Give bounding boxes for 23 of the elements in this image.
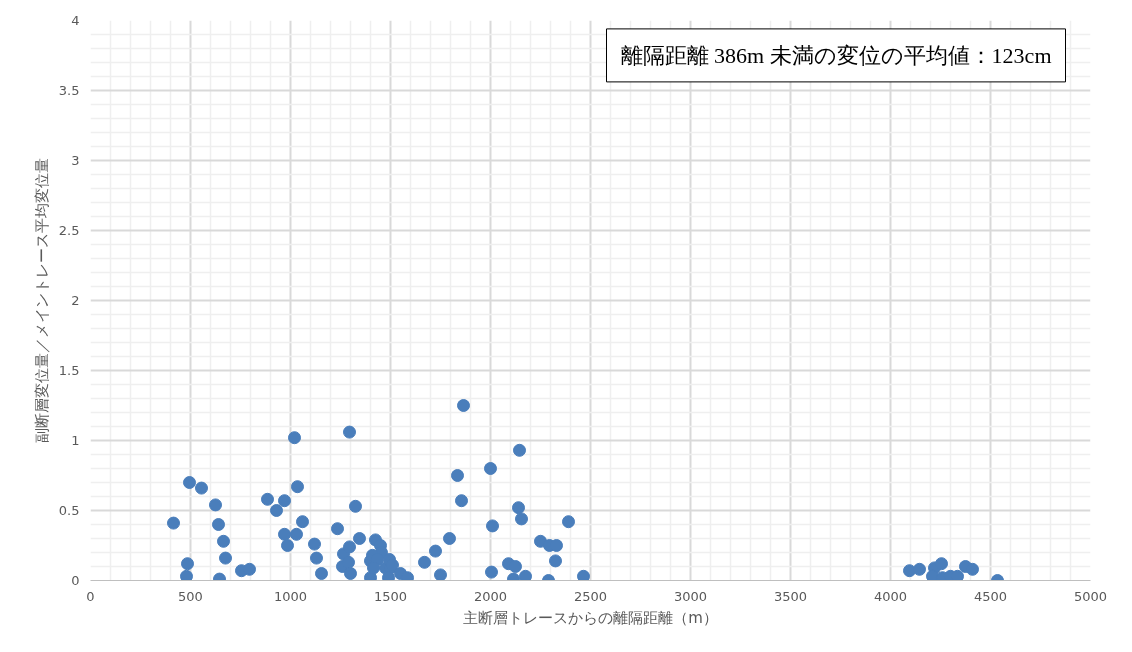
y-axis-title: 副断層変位量／メイントレース平均変位量 bbox=[32, 158, 51, 443]
x-tick-label: 5000 bbox=[1073, 588, 1108, 604]
y-tick-label: 2.5 bbox=[58, 223, 80, 238]
annotation: 離隔距離 386m 未満の変位の平均値：123cm bbox=[620, 42, 1052, 68]
y-tick-label: 2 bbox=[71, 293, 80, 308]
x-tick-label: 4500 bbox=[973, 588, 1008, 604]
y-tick-label: 0.5 bbox=[58, 503, 80, 518]
x-tick-label: 500 bbox=[178, 588, 203, 604]
y-tick-label: 0 bbox=[71, 573, 80, 588]
x-tick-label: 2500 bbox=[573, 588, 608, 604]
y-tick-label: 3 bbox=[71, 153, 80, 168]
x-tick-label: 4000 bbox=[873, 588, 908, 604]
y-tick-label: 1 bbox=[71, 433, 80, 448]
y-tick-label: 3.5 bbox=[58, 83, 80, 98]
x-axis-title: 主断層トレースからの離隔距離（m） bbox=[463, 608, 718, 627]
x-tick-label: 1000 bbox=[273, 588, 308, 604]
x-tick-label: 2000 bbox=[473, 588, 508, 604]
x-tick-label: 1500 bbox=[373, 588, 408, 604]
y-tick-label: 1.5 bbox=[58, 363, 80, 378]
x-tick-label: 0 bbox=[86, 588, 95, 604]
y-tick-label: 4 bbox=[71, 13, 80, 28]
x-tick-label: 3000 bbox=[673, 588, 708, 604]
x-tick-label: 3500 bbox=[773, 588, 808, 604]
